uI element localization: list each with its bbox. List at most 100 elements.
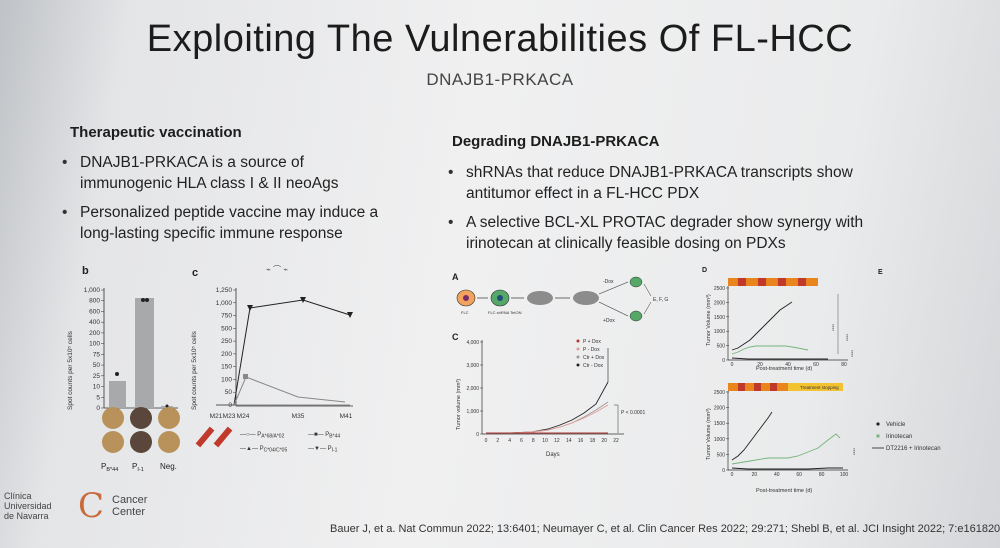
figure-c-xticks: M21 M23 M24 M35 M41 [210, 413, 353, 420]
elispot-wells [102, 407, 180, 453]
figure-D-bottom-xlabel: Post-treatment time (d) [756, 488, 812, 494]
figure-D-top-xtick: 80 [841, 362, 847, 368]
figure-c-xtick: M41 [340, 413, 353, 420]
legend-pa68: —○— PA*68/A*02 [240, 432, 285, 440]
bar-pb44 [109, 381, 126, 408]
figure-c-xtick: M24 [237, 413, 250, 420]
figure-b-ytick: 1,000 [84, 287, 101, 294]
figure-b-ytick: 5 [96, 394, 100, 401]
figure-C-xtick: 14 [566, 438, 572, 444]
treatment-stopping-banner [788, 383, 843, 391]
figure-c-ytick: 750 [221, 313, 232, 320]
svg-text:****: **** [849, 350, 854, 357]
bar-pi1 [135, 298, 154, 408]
figure-C-xtick: 10 [542, 438, 548, 444]
figure-c: c ⌁ ⌒ ⌁ Spot counts per 5x10⁵ cells 0501… [191, 265, 353, 454]
figure-C-yticks: 0 1,000 2,000 3,000 4,000 [466, 340, 483, 438]
figure-c-xtick: M35 [292, 413, 305, 420]
svg-text:****: **** [844, 334, 849, 341]
figure-D-bottom-ytick: 1500 [714, 421, 725, 427]
figure-b-ytick: 200 [89, 330, 100, 337]
figure-C-ytick: 4,000 [466, 340, 479, 346]
point-pi1-b [145, 298, 149, 302]
cancer-center-logo: C Cancer Center [78, 486, 148, 526]
figure-c-ylabel: Spot counts per 5x10⁵ cells [191, 330, 198, 410]
series-irinotecan-bottom [731, 433, 841, 465]
figure-D-legend: Vehicle Irinotecan DT2216 + Irinotecan [872, 422, 941, 452]
point-pi1-a [141, 298, 145, 302]
figure-D-top-ytick: 1000 [714, 329, 725, 335]
legend-vehicle: Vehicle [886, 422, 906, 428]
mouse-icon [527, 291, 553, 305]
series-vehicle-top [731, 301, 793, 351]
figure-D-bottom-xtick: 0 [731, 472, 734, 478]
svg-text:P - Dox: P - Dox [583, 347, 600, 353]
figure-D-top-xlabel: Post-treatment time (d) [756, 366, 812, 372]
bullet-item: DNAJB1-PRKACA is a source ofimmunogenic … [62, 152, 442, 194]
svg-text:P + Dox: P + Dox [583, 339, 601, 345]
series-pb44-line [233, 376, 346, 406]
figure-b-ytick: 10 [93, 384, 101, 391]
bullet-item: A selective BCL-XL PROTAC degrader show … [448, 212, 908, 254]
figure-C-ytick: 3,000 [466, 363, 479, 369]
figure-c-ytick: 200 [221, 351, 232, 358]
point-neg [165, 404, 169, 408]
treatment-banner [728, 278, 818, 286]
figure-D-top-yticks: 0 500 1000 1500 2000 2500 [714, 286, 729, 364]
figure-D-top-xtick: 60 [813, 362, 819, 368]
figure-c-ytick: 50 [225, 389, 233, 396]
svg-text:PB*44: PB*44 [101, 462, 118, 473]
mouse-icon-2 [573, 291, 599, 305]
figure-D-top-xticks: 0 20 40 60 80 [731, 362, 847, 368]
figure-b: b Spot counts per 5x10⁵ cells 0 5 10 25 50 75… [67, 265, 180, 473]
svg-text:+Dox: +Dox [603, 318, 615, 324]
figure-D-top-ytick: 1500 [714, 315, 725, 321]
figure-D-bottom-ytick: 1000 [714, 437, 725, 443]
svg-text:FLC shRNA TetON: FLC shRNA TetON [488, 310, 522, 315]
figure-c-ytick: 1,250 [216, 287, 233, 294]
bullet-item: shRNAs that reduce DNAJB1-PRKACA transcr… [448, 162, 908, 204]
tumor-plus-dox-icon [629, 310, 643, 322]
figure-C-xlabel: Days [546, 452, 560, 458]
figure-C-xtick: 18 [590, 438, 596, 444]
figure-b-ytick: 0 [96, 405, 100, 412]
figure-C-xtick: 20 [601, 438, 607, 444]
label-neg: Neg. [160, 462, 177, 471]
legend-irinotecan: Irinotecan [886, 434, 912, 440]
figure-D-bottom-xticks: 0 20 40 60 80 100 [731, 472, 849, 478]
svg-text:-Dox: -Dox [603, 279, 614, 285]
figure-b-ytick: 800 [89, 298, 100, 305]
figure-c-label: c [192, 267, 198, 279]
figure-D-bottom-ytick: 2500 [714, 390, 725, 396]
figure-b-ytick: 50 [93, 362, 101, 369]
figure-D-top-xtick: 0 [731, 362, 734, 368]
legend-C: P + Dox P - Dox Ctr + Dox Ctr - Dox [576, 339, 605, 369]
figure-D-label: D [702, 267, 707, 274]
figure-b-ylabel: Spot counts per 5x10⁵ cells [67, 330, 74, 410]
syringe-icons [195, 426, 233, 448]
figure-c-ytick: 500 [221, 325, 232, 332]
figure-c-xtick: M23 [223, 413, 236, 420]
figure-D-top-ytick: 0 [722, 358, 725, 364]
series-pb44-point [243, 374, 248, 379]
figure-C-xtick: 12 [554, 438, 560, 444]
figure-c-ytick: 150 [221, 364, 232, 371]
figure-D-bottom-ylabel: Tumor Volume (mm³) [706, 408, 712, 460]
figure-D-bottom: Tumor Volume (mm³) Treatment stopping 0 5… [706, 383, 856, 494]
figure-D-top-ytick: 500 [717, 344, 726, 350]
right-bullets: shRNAs that reduce DNAJB1-PRKACA transcr… [448, 162, 908, 262]
figure-D-bottom-ytick: 0 [722, 468, 725, 474]
svg-text:****: **** [851, 448, 856, 455]
figure-b-ytick: 75 [93, 351, 101, 358]
figure-C-xtick: 4 [508, 438, 511, 444]
pvalue: P < 0.0001 [621, 410, 645, 416]
svg-text:Ctr - Dox: Ctr - Dox [583, 363, 604, 369]
legend-pi1: —▼— PI-1 [308, 446, 338, 454]
series-irinotecan-top [731, 345, 809, 355]
series-ctr-plus [486, 401, 609, 434]
figure-D-top-ytick: 2000 [714, 300, 725, 306]
cancer-center-logo-icon: C [78, 486, 105, 526]
figure-b-label: b [82, 265, 89, 277]
svg-text:PI-1: PI-1 [132, 462, 144, 473]
